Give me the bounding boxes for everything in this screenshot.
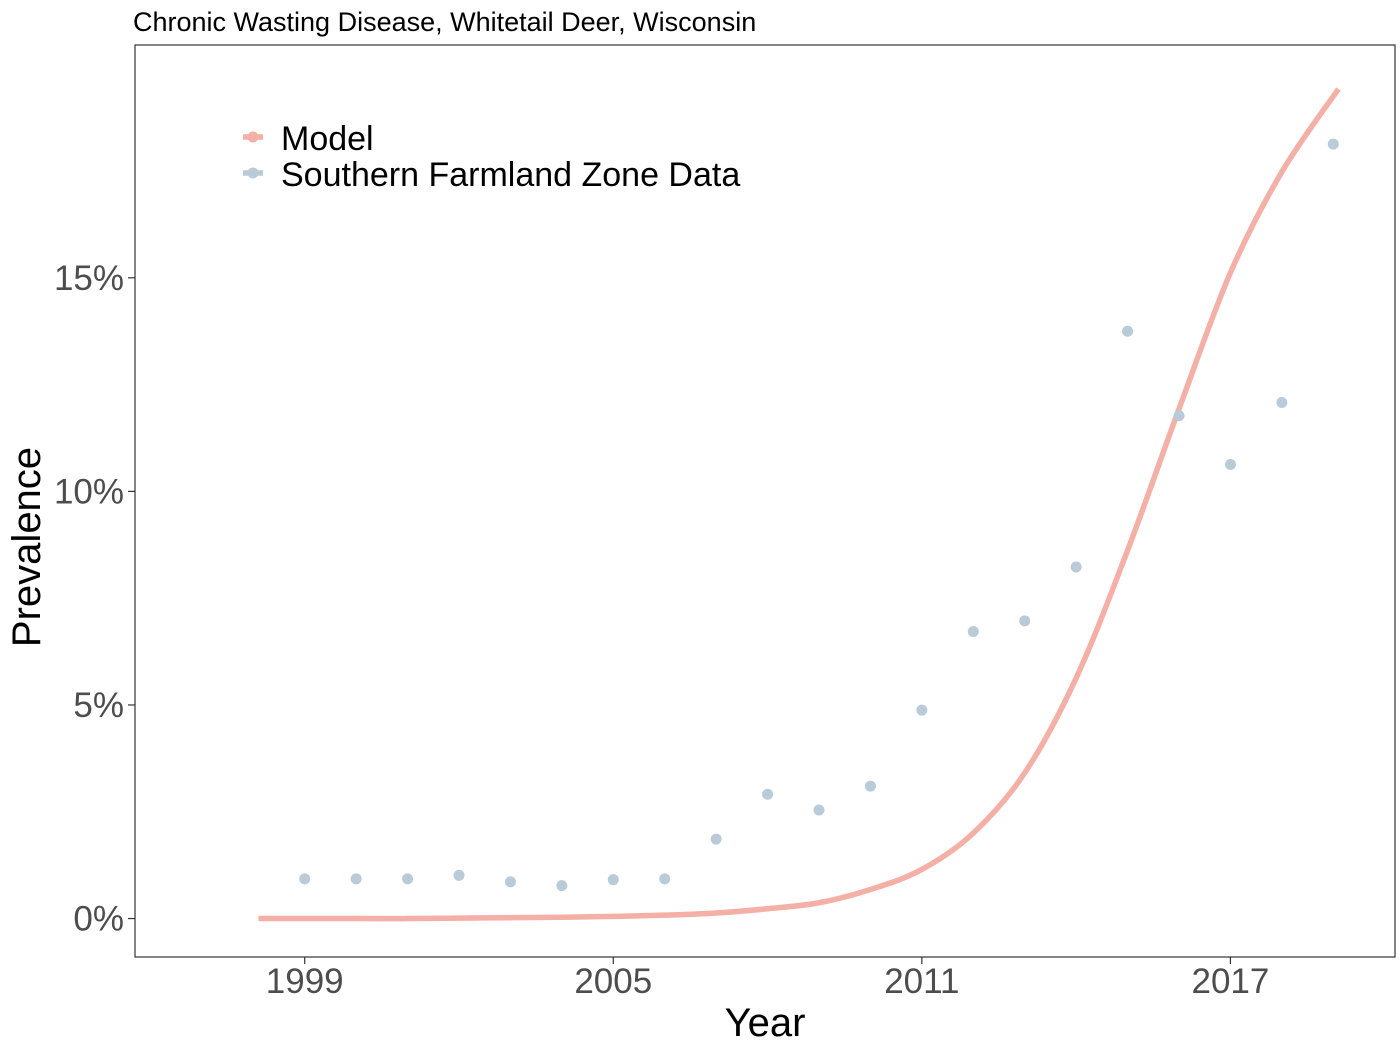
x-tick-label: 1999 <box>266 962 344 1001</box>
series-line-model <box>258 87 1341 922</box>
y-tick-label: 5% <box>73 686 124 725</box>
data-point <box>556 880 568 892</box>
legend-key-point <box>247 167 259 179</box>
data-point <box>710 833 722 845</box>
legend-label: Model <box>281 120 374 158</box>
data-point <box>350 873 362 885</box>
data-point <box>1327 138 1339 150</box>
data-point <box>864 780 876 792</box>
data-point <box>1224 458 1236 470</box>
x-tick-label: 2017 <box>1191 962 1269 1001</box>
chart-title: Chronic Wasting Disease, Whitetail Deer,… <box>133 7 756 37</box>
data-point <box>1070 561 1082 573</box>
data-point <box>1019 615 1031 627</box>
data-point <box>916 704 928 716</box>
x-tick-label: 2011 <box>884 962 959 1001</box>
x-tick-label: 2005 <box>574 962 652 1001</box>
y-axis-title: Prevalence <box>5 447 49 647</box>
data-point <box>1173 410 1185 422</box>
data-point <box>1276 397 1288 409</box>
plot-panel-border <box>134 44 1396 958</box>
legend-key-point <box>247 131 259 143</box>
data-point <box>762 788 774 800</box>
y-tick-label: 0% <box>73 900 124 939</box>
legend-label: Southern Farmland Zone Data <box>281 156 740 194</box>
data-point <box>813 804 825 816</box>
data-point <box>659 873 671 885</box>
data-point <box>967 625 979 637</box>
data-point <box>299 873 311 885</box>
data-point <box>1122 325 1134 337</box>
data-point <box>607 874 619 886</box>
data-point <box>402 873 414 885</box>
data-point <box>504 876 516 888</box>
y-tick-label: 10% <box>54 472 124 511</box>
y-tick-label: 15% <box>54 259 124 298</box>
data-point <box>453 869 465 881</box>
x-axis-title: Year <box>725 1001 806 1045</box>
